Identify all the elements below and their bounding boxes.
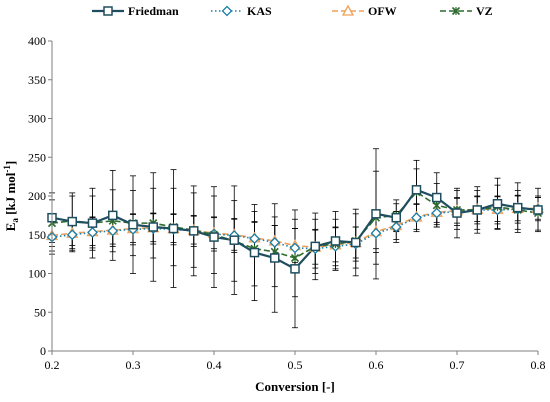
point-friedman xyxy=(472,205,482,215)
x-tick-label: 0.4 xyxy=(207,358,222,372)
point-friedman xyxy=(432,192,442,203)
x-tick-label: 0.6 xyxy=(369,358,384,372)
point-friedman xyxy=(371,209,381,219)
point-friedman xyxy=(290,264,300,274)
y-tick-label: 150 xyxy=(28,228,46,242)
x-tick-label: 0.3 xyxy=(126,358,141,372)
point-friedman xyxy=(209,232,219,242)
point-kas xyxy=(411,212,422,224)
point-friedman xyxy=(108,210,118,221)
point-kas xyxy=(269,237,281,248)
y-tick-labels: 0 50 100 150 200 250 300 350 400 xyxy=(28,34,52,358)
point-friedman xyxy=(229,235,239,245)
y-tick-label: 50 xyxy=(34,305,46,319)
y-tick-label: 100 xyxy=(28,267,46,281)
point-friedman xyxy=(310,241,320,252)
point-friedman xyxy=(533,205,543,215)
point-friedman xyxy=(168,223,179,234)
point-kas xyxy=(390,221,402,233)
legend-marker-friedman xyxy=(103,6,113,16)
point-kas xyxy=(289,242,301,254)
point-friedman xyxy=(391,212,401,223)
legend-marker-kas xyxy=(221,5,233,17)
point-friedman xyxy=(351,237,361,248)
point-kas xyxy=(107,225,119,237)
legend-label-friedman: Friedman xyxy=(128,4,179,18)
y-axis-label-sup: -1 xyxy=(2,165,12,173)
y-tick-label: 400 xyxy=(28,34,46,48)
x-tick-label: 0.2 xyxy=(45,358,60,372)
error-bars xyxy=(49,148,541,329)
x-tick-label: 0.8 xyxy=(531,358,546,372)
y-axis-label-main: E xyxy=(3,223,18,232)
y-tick-label: 300 xyxy=(28,112,46,126)
point-kas xyxy=(66,229,78,241)
legend-label-kas: KAS xyxy=(247,4,272,18)
y-tick-label: 0 xyxy=(40,344,46,358)
legend-label-ofw: OFW xyxy=(368,4,397,18)
point-friedman xyxy=(189,226,199,236)
legend-marker-ofw xyxy=(341,4,355,16)
legend-marker-vz xyxy=(451,6,461,16)
point-kas xyxy=(87,227,98,238)
point-friedman xyxy=(330,236,341,246)
y-axis-label: Ea [kJ mol-1] xyxy=(2,161,20,232)
point-kas xyxy=(431,207,443,219)
x-tick-labels: 0.2 0.3 0.4 0.5 0.6 0.7 0.8 xyxy=(45,351,546,372)
point-vz xyxy=(432,201,441,210)
point-friedman xyxy=(67,216,77,227)
x-tick-label: 0.5 xyxy=(288,358,303,372)
y-tick-label: 350 xyxy=(28,73,46,87)
y-axis-label-sub: a xyxy=(10,218,20,223)
point-kas xyxy=(370,227,382,239)
point-friedman xyxy=(148,222,158,232)
x-tick-label: 0.7 xyxy=(450,358,465,372)
legend: Friedman KAS OFW VZ xyxy=(92,4,493,18)
x-axis-label: Conversion [-] xyxy=(255,379,335,394)
point-friedman xyxy=(128,219,138,230)
point-friedman xyxy=(492,199,503,209)
y-tick-label: 250 xyxy=(28,150,46,164)
point-friedman xyxy=(411,185,422,195)
y-axis-label-rest: [kJ mol xyxy=(3,172,18,218)
point-kas xyxy=(249,233,260,245)
point-friedman xyxy=(452,208,462,218)
legend-label-vz: VZ xyxy=(476,4,493,18)
y-tick-label: 200 xyxy=(28,189,46,203)
point-friedman xyxy=(87,218,98,228)
point-vz xyxy=(290,253,300,263)
point-friedman xyxy=(249,247,260,258)
point-friedman xyxy=(270,253,280,263)
point-friedman xyxy=(513,202,523,213)
y-axis-label-end: ] xyxy=(3,161,18,165)
